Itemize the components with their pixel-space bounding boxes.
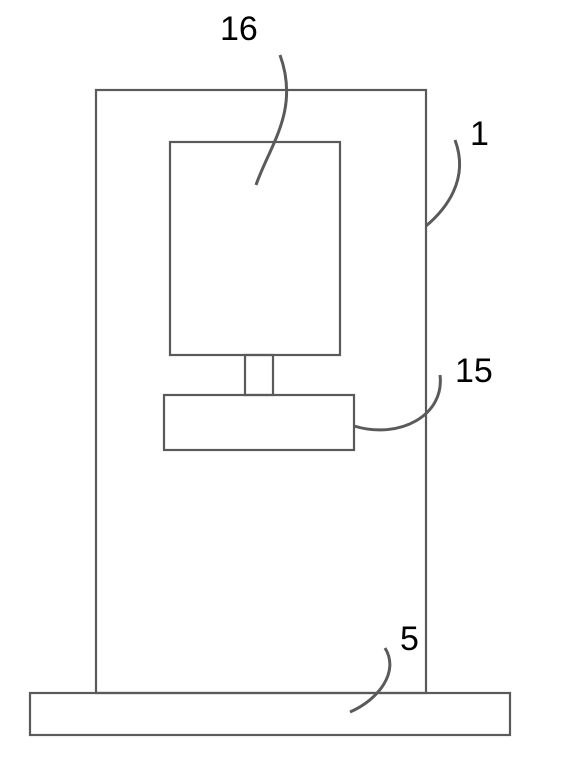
- lower-block-rect: [164, 395, 354, 450]
- leader-15: [354, 375, 440, 430]
- label-1: 1: [470, 115, 489, 153]
- label-5: 5: [400, 620, 419, 658]
- label-16: 16: [220, 10, 258, 48]
- label-15: 15: [455, 352, 493, 390]
- upper-block-rect: [170, 142, 340, 355]
- leader-16: [256, 55, 287, 185]
- leader-1: [426, 140, 460, 226]
- leader-5: [350, 648, 390, 712]
- neck-rect: [245, 355, 273, 395]
- base-rect: [30, 693, 510, 735]
- outer-body-rect: [96, 90, 426, 693]
